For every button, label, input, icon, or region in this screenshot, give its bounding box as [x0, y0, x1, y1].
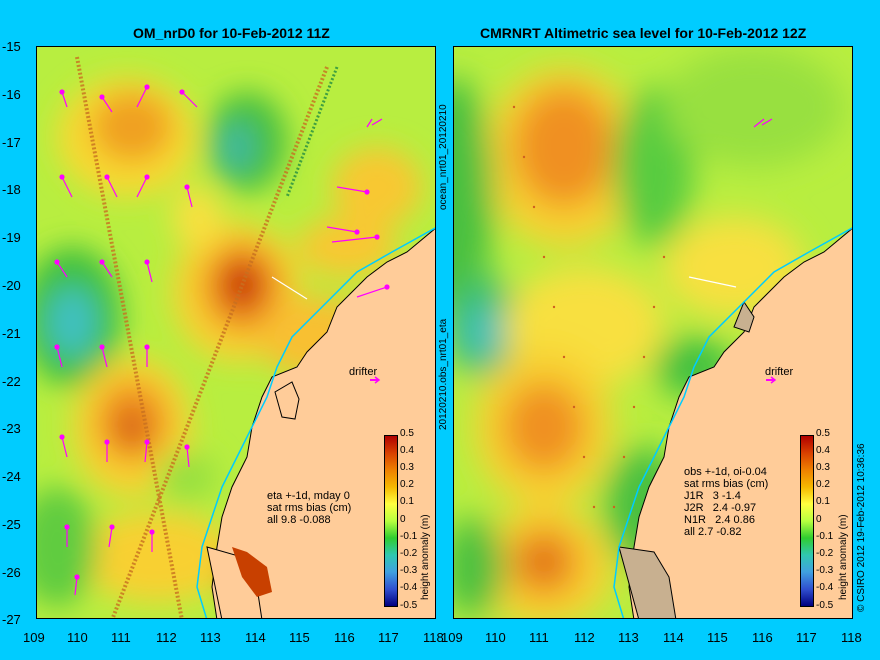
right-info-line: sat rms bias (cm)	[684, 478, 769, 490]
y-tick-label: -26	[2, 565, 21, 580]
left-info-line: all 9.8 -0.088	[267, 514, 331, 526]
colorbar-tick-label: -0.4	[400, 582, 418, 593]
y-tick-label: -20	[2, 278, 21, 293]
colorbar-tick-label: 0.4	[400, 445, 414, 456]
x-tick-label: 112	[574, 630, 595, 645]
y-tick-label: -16	[2, 87, 21, 102]
right-map-panel: drifter obs +-1d, oi-0.04 sat rms bias (c…	[453, 46, 853, 619]
right-info-line: N1R 2.4 0.86	[684, 514, 755, 526]
colorbar-tick-label: 0.5	[400, 428, 414, 439]
x-tick-label: 116	[752, 630, 773, 645]
right-colorbar	[800, 435, 814, 607]
y-tick-label: -21	[2, 326, 21, 341]
left-info-line: sat rms bias (cm)	[267, 502, 352, 514]
y-tick-label: -22	[2, 374, 21, 389]
x-tick-label: 118	[841, 630, 862, 645]
colorbar-tick-label: -0.2	[400, 548, 418, 559]
x-tick-label: 117	[378, 630, 399, 645]
left-panel-title: OM_nrD0 for 10-Feb-2012 11Z	[133, 25, 330, 41]
colorbar-tick-label: 0.2	[816, 479, 830, 490]
x-tick-label: 111	[111, 630, 131, 645]
colorbar-tick-label: 0	[400, 514, 406, 525]
x-tick-label: 110	[67, 630, 88, 645]
colorbar-tick-label: 0.2	[400, 479, 414, 490]
colorbar-tick-label: 0.3	[816, 462, 830, 473]
obs-run-label: 20120210.obs_nrt01_eta	[438, 318, 449, 430]
colorbar-tick-label: -0.1	[816, 531, 834, 542]
left-colorbar-label: height anomaly (m)	[420, 514, 431, 600]
right-info-line: obs +-1d, oi-0.04	[684, 466, 767, 478]
right-colorbar-label: height anomaly (m)	[838, 514, 849, 600]
left-drifter-label: drifter	[349, 366, 378, 378]
colorbar-tick-label: -0.5	[400, 600, 418, 611]
colorbar-tick-label: -0.2	[816, 548, 834, 559]
x-tick-label: 115	[707, 630, 728, 645]
colorbar-tick-label: 0.3	[400, 462, 414, 473]
right-panel-title: CMRNRT Altimetric sea level for 10-Feb-2…	[480, 25, 807, 41]
right-info-box: obs +-1d, oi-0.04 sat rms bias (cm) J1R 3 …	[684, 466, 768, 538]
x-tick-label: 117	[796, 630, 817, 645]
colorbar-tick-label: -0.4	[816, 582, 834, 593]
x-tick-label: 116	[334, 630, 355, 645]
left-height-anomaly-map	[37, 47, 435, 618]
x-tick-label: 115	[289, 630, 310, 645]
x-tick-label: 118	[423, 630, 444, 645]
colorbar-tick-label: -0.3	[400, 565, 418, 576]
right-coast-line	[613, 227, 852, 618]
colorbar-tick-label: -0.3	[816, 565, 834, 576]
x-tick-label: 114	[663, 630, 684, 645]
left-land-area	[211, 228, 435, 618]
right-drifter-label: drifter	[765, 366, 794, 378]
left-colorbar	[384, 435, 398, 607]
x-tick-label: 114	[245, 630, 266, 645]
y-tick-label: -18	[2, 182, 21, 197]
colorbar-tick-label: -0.1	[400, 531, 418, 542]
left-map-panel: drifter eta +-1d, mday 0 sat rms bias (cm…	[36, 46, 436, 619]
right-info-line: J1R 3 -1.4	[684, 490, 741, 502]
x-tick-label: 110	[485, 630, 506, 645]
x-tick-label: 109	[441, 630, 463, 645]
colorbar-tick-label: 0.1	[816, 496, 830, 507]
model-run-label: ocean_nrt01_20120210	[438, 104, 449, 210]
colorbar-tick-label: 0.1	[400, 496, 414, 507]
right-info-line: all 2.7 -0.82	[684, 526, 742, 538]
colorbar-tick-label: 0.4	[816, 445, 830, 456]
left-info-line: eta +-1d, mday 0	[267, 490, 350, 502]
y-tick-label: -17	[2, 135, 21, 150]
colorbar-tick-label: 0	[816, 514, 822, 525]
x-tick-label: 112	[156, 630, 177, 645]
y-tick-label: -24	[2, 469, 21, 484]
y-tick-label: -27	[2, 612, 21, 627]
y-tick-label: -15	[2, 39, 21, 54]
x-tick-label: 109	[23, 630, 45, 645]
y-tick-label: -23	[2, 421, 21, 436]
y-tick-label: -19	[2, 230, 21, 245]
copyright-label: © CSIRO 2012 19-Feb-2012 10:36:36	[856, 443, 867, 612]
left-info-box: eta +-1d, mday 0 sat rms bias (cm) all 9.8…	[267, 490, 351, 526]
x-tick-label: 113	[618, 630, 639, 645]
colorbar-tick-label: 0.5	[816, 428, 830, 439]
left-coast-line	[196, 227, 435, 618]
y-tick-label: -25	[2, 517, 21, 532]
x-tick-label: 111	[529, 630, 549, 645]
right-height-anomaly-map	[454, 47, 852, 618]
right-info-line: J2R 2.4 -0.97	[684, 502, 757, 514]
x-tick-label: 113	[200, 630, 221, 645]
colorbar-tick-label: -0.5	[816, 600, 834, 611]
